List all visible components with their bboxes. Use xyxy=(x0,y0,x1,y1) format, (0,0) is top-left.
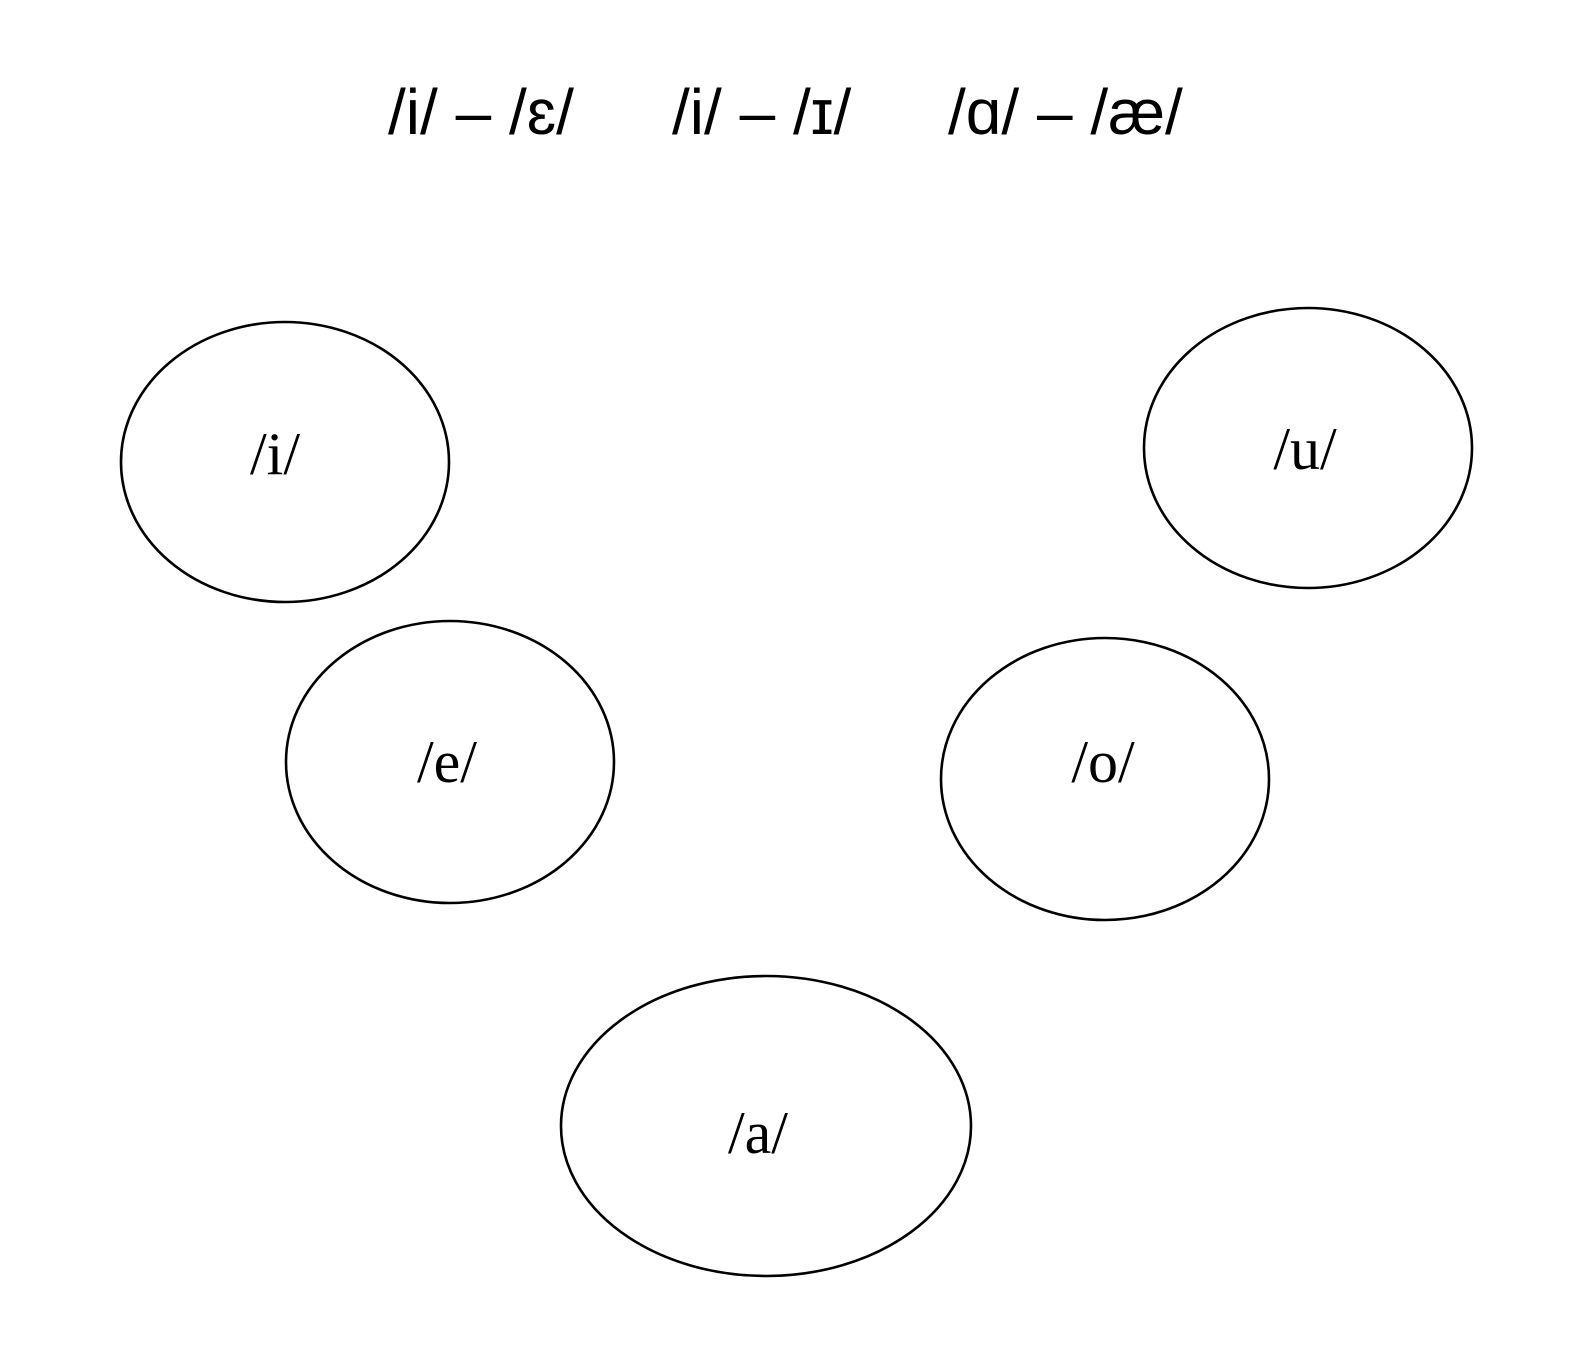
vowel-label-i: /i/ xyxy=(250,421,300,487)
vowel-node-u: /u/ xyxy=(1142,306,1474,590)
vowel-node-a: /a/ xyxy=(559,974,973,1278)
vowel-node-o: /o/ xyxy=(939,636,1271,922)
vowel-label-o: /o/ xyxy=(1071,729,1135,795)
vowel-label-a: /a/ xyxy=(728,1100,788,1166)
contrast-pair-i-epsilon: /i/ – /ɛ/ xyxy=(388,76,574,148)
vowel-label-u: /u/ xyxy=(1273,416,1337,482)
vowel-node-e: /e/ xyxy=(284,619,616,905)
vowel-ellipse-a xyxy=(559,974,973,1278)
vowel-node-i: /i/ xyxy=(119,320,451,604)
vowel-ellipse-i xyxy=(119,320,451,604)
contrast-pairs-title: /i/ – /ɛ/ /i/ – /ɪ/ /ɑ/ – /æ/ xyxy=(0,62,1590,162)
vowel-ellipse-e xyxy=(284,619,616,905)
vowel-ellipse-u xyxy=(1142,306,1474,590)
contrast-pair-alpha-ash: /ɑ/ – /æ/ xyxy=(948,76,1183,148)
vowel-ellipse-o xyxy=(939,636,1271,922)
contrast-pair-i-small-capital-i: /i/ – /ɪ/ xyxy=(672,76,852,148)
vowel-label-e: /e/ xyxy=(417,729,477,795)
